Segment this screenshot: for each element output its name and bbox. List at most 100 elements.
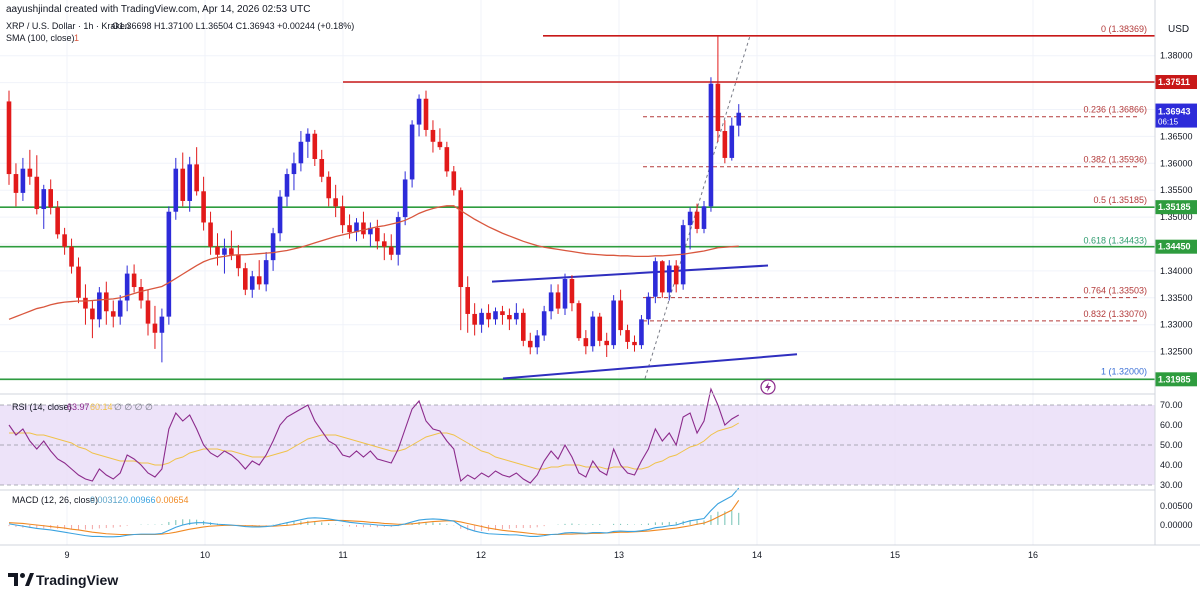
candle-body — [263, 260, 269, 285]
candle-body — [249, 276, 255, 290]
macd-legend-signal: 0.00654 — [156, 495, 189, 505]
candle-body — [625, 330, 630, 342]
candle-body — [354, 222, 359, 233]
fib-level-label: 0.5 (1.35185) — [1093, 195, 1147, 205]
channel-lines[interactable] — [491, 264, 798, 380]
price-tick-label: 1.36500 — [1160, 131, 1193, 141]
sma-legend[interactable]: SMA (100, close) — [6, 33, 75, 43]
candle-body — [69, 246, 74, 267]
candle-body — [110, 311, 116, 317]
channel-upper-line[interactable] — [491, 264, 769, 283]
candle-body — [368, 227, 373, 235]
candle-body — [541, 311, 547, 336]
candle-body — [34, 176, 40, 210]
candle-body — [347, 225, 352, 233]
candle-body — [597, 316, 603, 341]
time-tick-label: 13 — [614, 550, 624, 560]
candle-body — [416, 98, 422, 125]
candle-body — [479, 312, 484, 325]
candle-body — [83, 297, 88, 309]
candle-body — [291, 163, 297, 175]
horizontal-lines[interactable] — [0, 35, 1155, 381]
axis-badge-text: 1.34450 — [1158, 242, 1191, 252]
candle-body — [639, 319, 644, 346]
candle-body — [256, 276, 262, 285]
axis-badge-text: 1.35185 — [1158, 202, 1191, 212]
axis-badge-text: 1.37511 — [1158, 77, 1190, 87]
candle-body — [590, 316, 596, 347]
lightning-icon[interactable] — [760, 379, 776, 395]
candle-body — [6, 101, 12, 175]
candle-body — [375, 227, 380, 242]
logo-mark-dot — [20, 573, 25, 578]
currency-label: USD — [1168, 24, 1189, 35]
candle-body — [312, 133, 318, 159]
macd-legend-macd: 0.00966 — [123, 495, 156, 505]
fib-level-label: 1 (1.32000) — [1101, 367, 1147, 377]
candle-body — [472, 313, 477, 325]
axis-badge — [1155, 75, 1197, 90]
rsi-legend-signal: 60.14 — [90, 402, 113, 412]
candle-body — [201, 191, 206, 223]
candle-body — [131, 273, 137, 288]
time-tick-label: 10 — [200, 550, 210, 560]
rsi-legend-label[interactable]: RSI (14, close) — [12, 402, 72, 412]
time-axis[interactable]: 9 10 11 12 13 14 15 16 — [64, 550, 1038, 560]
rsi-legend-value: 63.97 — [67, 402, 90, 412]
logo-mark-right — [25, 573, 34, 586]
candle-body — [305, 133, 311, 142]
candle-body — [152, 323, 158, 333]
candle-body — [173, 168, 179, 212]
candle-body — [708, 83, 714, 207]
price-tick-label: 1.35000 — [1160, 212, 1193, 222]
candle-body — [62, 234, 67, 247]
fib-retracement[interactable]: 0 (1.38369) 0.236 (1.36866) 0.382 (1.35936… — [643, 24, 1147, 379]
candle-body — [13, 174, 19, 193]
channel-lower-line[interactable] — [502, 353, 798, 380]
author-credit: aayushjindal created with TradingView.co… — [6, 4, 310, 15]
candle-body — [41, 189, 47, 210]
candle-body — [55, 207, 60, 235]
current-price-text: 1.36943 — [1158, 107, 1191, 117]
fib-level-label: 0.236 (1.36866) — [1083, 105, 1147, 115]
time-tick-label: 15 — [890, 550, 900, 560]
candle-body — [208, 222, 213, 247]
candle-body — [521, 312, 526, 341]
candle-body — [20, 168, 26, 193]
rsi-tick-label: 60.00 — [1160, 420, 1183, 430]
macd-legend-label[interactable]: MACD (12, 26, close) — [12, 495, 98, 505]
candle-body — [27, 168, 33, 177]
candle-body — [215, 246, 220, 255]
symbol-title[interactable]: XRP / U.S. Dollar · 1h · Kraken — [6, 21, 130, 31]
candle-body — [361, 222, 366, 235]
candle-body — [736, 112, 742, 126]
candle-body — [715, 83, 721, 132]
tradingview-logo[interactable]: TradingView — [8, 572, 118, 588]
rsi-tick-label: 30.00 — [1160, 480, 1183, 490]
time-tick-label: 16 — [1028, 550, 1038, 560]
candle-body — [646, 296, 651, 320]
macd-tick-label: 0.00000 — [1160, 520, 1193, 530]
candle-body — [673, 265, 679, 285]
candle-body — [194, 164, 199, 192]
candle-body — [729, 125, 735, 158]
price-tick-label: 1.35500 — [1160, 185, 1193, 195]
rsi-tick-label: 70.00 — [1160, 400, 1183, 410]
candle-body — [437, 141, 443, 148]
candle-body — [222, 248, 227, 255]
candle-body — [653, 261, 658, 297]
time-tick-label: 11 — [338, 550, 347, 560]
candle-body — [507, 315, 512, 320]
candle-body — [340, 206, 345, 226]
candle-body — [555, 292, 561, 309]
price-tick-label: 1.32500 — [1160, 347, 1193, 357]
candle-body — [166, 211, 172, 317]
axis-badge-text: 1.31985 — [1158, 374, 1191, 384]
rsi-signal-line — [9, 422, 739, 470]
time-tick-label: 12 — [476, 550, 486, 560]
candle-body — [180, 168, 186, 201]
candle-body — [604, 340, 609, 346]
fib-level-label: 0 (1.38369) — [1101, 24, 1147, 34]
